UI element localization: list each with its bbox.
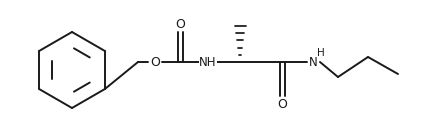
Text: N: N <box>309 55 318 69</box>
Text: O: O <box>277 98 287 110</box>
Text: NH: NH <box>199 55 217 69</box>
Text: O: O <box>175 18 185 30</box>
Text: O: O <box>150 55 160 69</box>
Text: H: H <box>317 48 325 58</box>
